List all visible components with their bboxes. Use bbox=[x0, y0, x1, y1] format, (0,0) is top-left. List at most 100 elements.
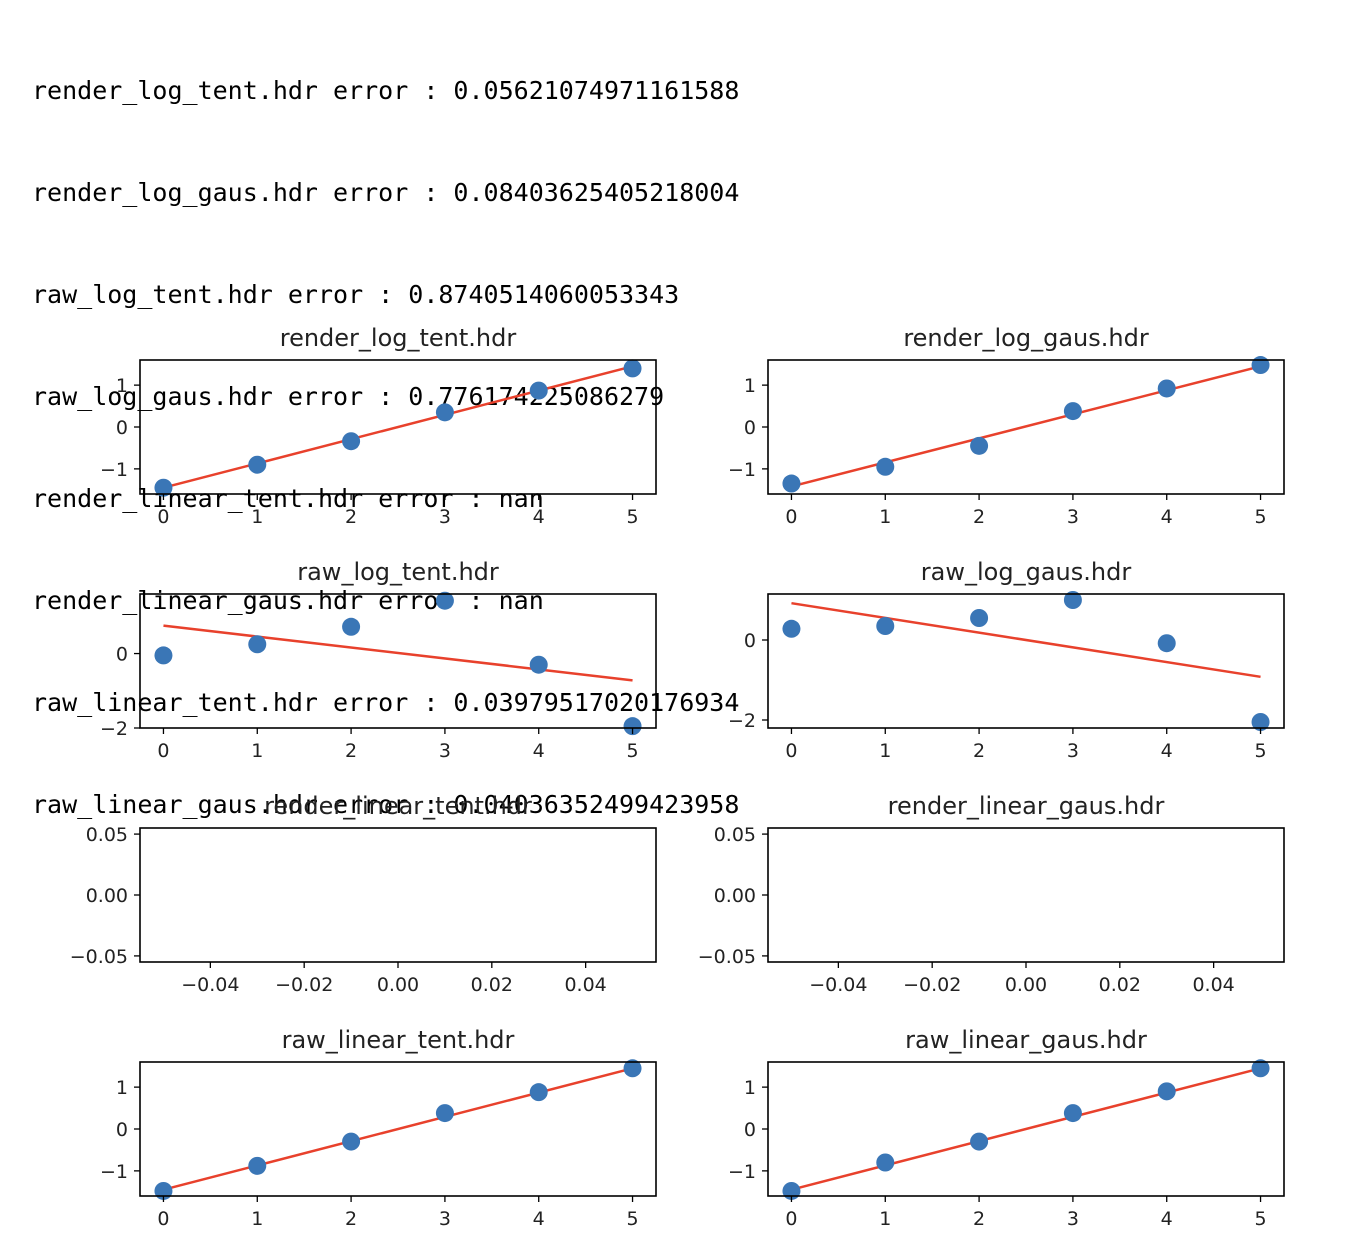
data-point bbox=[876, 1153, 895, 1172]
x-tick-label: −0.04 bbox=[809, 974, 867, 996]
data-point bbox=[782, 619, 801, 638]
data-point bbox=[1251, 713, 1270, 731]
x-tick-label: 0 bbox=[157, 740, 169, 762]
y-tick-label: 0.05 bbox=[714, 824, 756, 846]
y-tick-label: −1 bbox=[728, 1161, 756, 1183]
y-tick-label: 0 bbox=[116, 644, 128, 666]
x-tick-label: 0.00 bbox=[377, 974, 419, 996]
x-tick-label: 3 bbox=[1067, 740, 1079, 762]
data-point bbox=[970, 436, 989, 455]
data-point bbox=[248, 635, 267, 654]
x-tick-label: 3 bbox=[439, 1208, 451, 1230]
x-tick-label: 5 bbox=[626, 1208, 638, 1230]
subplot: render_linear_tent.hdr −0.04 −0.02 0.00 0.02… bbox=[70, 792, 657, 996]
x-tick-label: 3 bbox=[1067, 1208, 1079, 1230]
subplot-title: raw_linear_tent.hdr bbox=[282, 1026, 515, 1054]
x-tick-label: 5 bbox=[626, 506, 638, 528]
data-point bbox=[154, 478, 173, 497]
data-point bbox=[435, 591, 454, 610]
data-point bbox=[876, 617, 895, 635]
x-tick-label: −0.02 bbox=[903, 974, 961, 996]
x-tick-label: 1 bbox=[879, 740, 891, 762]
x-tick-label: 2 bbox=[973, 506, 985, 528]
subplot: raw_linear_gaus.hdr 0 1 2 3 4 5 1 0 −1 bbox=[728, 1026, 1285, 1230]
data-point bbox=[1063, 402, 1082, 421]
axes-frame bbox=[139, 593, 657, 729]
fit-line bbox=[163, 624, 633, 682]
data-point bbox=[1251, 356, 1270, 375]
x-tick-label: 5 bbox=[1254, 1208, 1266, 1230]
log-line: raw_log_tent.hdr error : 0.8740514060053… bbox=[32, 280, 680, 309]
data-point bbox=[1157, 634, 1176, 653]
x-tick-label: 2 bbox=[345, 1208, 357, 1230]
data-point bbox=[342, 617, 361, 636]
subplot-title: render_log_gaus.hdr bbox=[903, 324, 1149, 352]
y-tick-label: 1 bbox=[744, 375, 756, 397]
plot-grid: render_log_tent.hdr 0 1 2 3 4 5 1 0 −1 render_log_… bbox=[70, 324, 1285, 1230]
x-tick-label: 1 bbox=[879, 506, 891, 528]
y-tick-label: 0.00 bbox=[86, 885, 128, 907]
x-tick-label: 4 bbox=[1161, 740, 1173, 762]
x-tick-label: 5 bbox=[626, 740, 638, 762]
x-tick-label: 5 bbox=[1254, 506, 1266, 528]
data-point bbox=[529, 381, 548, 400]
x-tick-label: 1 bbox=[251, 506, 263, 528]
axes-frame bbox=[139, 827, 657, 963]
data-point bbox=[970, 609, 989, 627]
data-point bbox=[154, 646, 173, 665]
x-tick-label: 2 bbox=[345, 740, 357, 762]
x-tick-label: 4 bbox=[533, 740, 545, 762]
data-point bbox=[970, 1132, 989, 1151]
y-tick-label: −1 bbox=[728, 459, 756, 481]
data-point bbox=[1157, 379, 1176, 398]
y-tick-label: 0 bbox=[116, 417, 128, 439]
subplot: raw_log_gaus.hdr 0 1 2 3 4 5 0 −2 bbox=[728, 558, 1285, 762]
subplot: raw_linear_tent.hdr 0 1 2 3 4 5 1 0 −1 bbox=[100, 1026, 657, 1230]
x-tick-label: 0 bbox=[157, 506, 169, 528]
x-tick-label: 3 bbox=[439, 506, 451, 528]
y-tick-label: −2 bbox=[100, 718, 128, 740]
log-line: raw_linear_gaus.hdr error : 0.0403635249… bbox=[32, 790, 740, 819]
data-point bbox=[1251, 1059, 1270, 1078]
x-tick-label: 2 bbox=[345, 506, 357, 528]
fit-line bbox=[791, 601, 1261, 679]
data-point bbox=[1157, 1082, 1176, 1101]
x-tick-label: 0.02 bbox=[1099, 974, 1141, 996]
data-point bbox=[1063, 591, 1082, 609]
subplot-title: render_log_tent.hdr bbox=[280, 324, 517, 352]
fit-line bbox=[163, 365, 633, 489]
y-tick-label: 1 bbox=[116, 375, 128, 397]
log-line: render_linear_tent.hdr error : nan bbox=[32, 484, 544, 513]
data-point bbox=[782, 474, 801, 493]
x-tick-label: 2 bbox=[973, 740, 985, 762]
data-point bbox=[342, 1132, 361, 1151]
y-tick-label: 0 bbox=[744, 1119, 756, 1141]
log-line: render_log_tent.hdr error : 0.0562107497… bbox=[32, 76, 740, 105]
x-tick-label: 4 bbox=[533, 506, 545, 528]
y-tick-label: 0 bbox=[116, 1119, 128, 1141]
data-point bbox=[248, 455, 267, 474]
y-tick-label: 0.05 bbox=[86, 824, 128, 846]
y-tick-label: 1 bbox=[744, 1077, 756, 1099]
data-point bbox=[248, 1156, 267, 1175]
y-tick-label: −1 bbox=[100, 1161, 128, 1183]
x-tick-label: 3 bbox=[1067, 506, 1079, 528]
x-tick-label: 0.04 bbox=[1192, 974, 1234, 996]
y-tick-label: 1 bbox=[116, 1077, 128, 1099]
y-tick-label: −0.05 bbox=[70, 946, 128, 968]
subplot-title: raw_linear_gaus.hdr bbox=[905, 1026, 1147, 1054]
x-tick-label: 4 bbox=[1161, 1208, 1173, 1230]
x-tick-label: 0 bbox=[785, 506, 797, 528]
x-tick-label: 0.02 bbox=[471, 974, 513, 996]
subplot-title: render_linear_tent.hdr bbox=[264, 792, 532, 820]
x-tick-label: −0.04 bbox=[181, 974, 239, 996]
log-line: raw_linear_tent.hdr error : 0.0397951702… bbox=[32, 688, 740, 717]
subplot-title: render_linear_gaus.hdr bbox=[888, 792, 1165, 820]
subplot: render_linear_gaus.hdr −0.04 −0.02 0.00 0.02… bbox=[698, 792, 1285, 996]
log-line: render_log_gaus.hdr error : 0.0840362540… bbox=[32, 178, 740, 207]
data-point bbox=[529, 1083, 548, 1102]
data-point bbox=[623, 359, 642, 378]
x-tick-label: 1 bbox=[251, 740, 263, 762]
subplot-title: raw_log_gaus.hdr bbox=[921, 558, 1132, 586]
data-point bbox=[342, 432, 361, 451]
